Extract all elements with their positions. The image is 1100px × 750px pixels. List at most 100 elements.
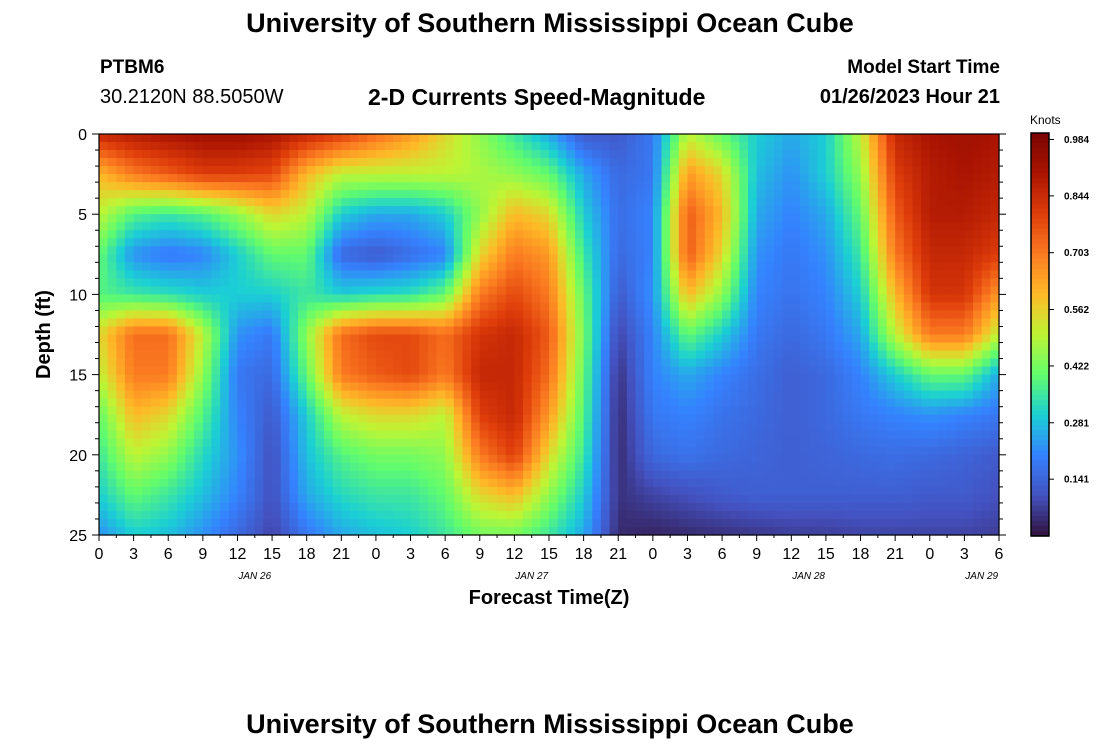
heatmap-cell: [748, 422, 758, 432]
heatmap-cell: [929, 190, 940, 199]
heatmap-cell: [981, 270, 991, 279]
heatmap-cell: [497, 342, 507, 352]
heatmap-cell: [194, 302, 204, 312]
heatmap-cell: [194, 478, 204, 488]
heatmap-cell: [133, 206, 143, 215]
heatmap-cell: [263, 446, 273, 456]
heatmap-cell: [825, 206, 836, 215]
heatmap-cell: [549, 310, 559, 320]
heatmap-cell: [401, 246, 412, 255]
heatmap-cell: [358, 390, 368, 400]
heatmap-cell: [384, 150, 394, 159]
heatmap-cell: [505, 446, 515, 456]
heatmap-cell: [549, 350, 559, 360]
heatmap-cell: [609, 206, 619, 215]
heatmap-cell: [696, 478, 706, 488]
heatmap-cell: [808, 182, 818, 191]
heatmap-cell: [289, 350, 299, 360]
heatmap-cell: [635, 462, 645, 472]
heatmap-cell: [973, 142, 983, 151]
heatmap-cell: [730, 246, 740, 255]
heatmap-cell: [765, 262, 775, 271]
heatmap-cell: [782, 254, 792, 263]
heatmap-cell: [384, 358, 394, 368]
heatmap-cell: [324, 278, 334, 287]
heatmap-cell: [298, 270, 308, 279]
heatmap-cell: [150, 470, 161, 480]
heatmap-cell: [263, 214, 273, 223]
heatmap-cell: [834, 374, 844, 384]
heatmap-cell: [670, 238, 680, 247]
heatmap-cell: [272, 494, 282, 504]
heatmap-cell: [505, 430, 515, 440]
heatmap-cell: [869, 502, 879, 512]
heatmap-cell: [756, 222, 766, 231]
heatmap-cell: [765, 158, 775, 167]
heatmap-cell: [661, 390, 671, 400]
heatmap-cell: [748, 174, 758, 183]
heatmap-cell: [401, 414, 412, 424]
heatmap-cell: [367, 470, 377, 480]
heatmap-cell: [315, 422, 325, 432]
heatmap-cell: [124, 150, 135, 159]
heatmap-cell: [453, 246, 464, 255]
heatmap-cell: [955, 334, 965, 344]
heatmap-cell: [964, 214, 974, 223]
heatmap-cell: [471, 150, 481, 159]
heatmap-cell: [401, 350, 412, 360]
heatmap-cell: [808, 398, 818, 408]
heatmap-cell: [973, 230, 983, 239]
heatmap-cell: [306, 206, 316, 215]
heatmap-cell: [133, 430, 143, 440]
heatmap-cell: [938, 238, 948, 247]
heatmap-cell: [211, 374, 221, 384]
heatmap-cell: [851, 270, 862, 279]
heatmap-cell: [886, 470, 896, 480]
heatmap-cell: [462, 238, 472, 247]
heatmap-cell: [540, 454, 550, 464]
heatmap-cell: [332, 470, 342, 480]
heatmap-cell: [263, 262, 273, 271]
heatmap-cell: [947, 374, 957, 384]
heatmap-cell: [254, 342, 265, 352]
heatmap-cell: [886, 390, 896, 400]
heatmap-cell: [929, 422, 940, 432]
heatmap-cell: [531, 446, 541, 456]
heatmap-cell: [401, 206, 412, 215]
heatmap-cell: [748, 310, 758, 320]
heatmap-cell: [895, 414, 905, 424]
heatmap-cell: [739, 158, 749, 167]
heatmap-cell: [237, 366, 247, 376]
heatmap-cell: [661, 478, 671, 488]
heatmap-cell: [687, 350, 697, 360]
heatmap-cell: [488, 414, 498, 424]
heatmap-cell: [349, 190, 360, 199]
heatmap-cell: [903, 430, 914, 440]
heatmap-cell: [549, 150, 559, 159]
heatmap-cell: [851, 262, 862, 271]
heatmap-cell: [644, 254, 654, 263]
heatmap-cell: [298, 222, 308, 231]
heatmap-cell: [254, 174, 265, 183]
heatmap-cell: [419, 406, 429, 416]
heatmap-cell: [289, 358, 299, 368]
heatmap-cell: [600, 502, 611, 512]
heatmap-cell: [851, 510, 862, 520]
heatmap-cell: [609, 190, 619, 199]
heatmap-cell: [955, 390, 965, 400]
heatmap-cell: [929, 182, 940, 191]
heatmap-cell: [471, 334, 481, 344]
heatmap-cell: [375, 142, 386, 151]
heatmap-cell: [722, 206, 732, 215]
heatmap-cell: [159, 398, 169, 408]
heatmap-cell: [427, 462, 438, 472]
heatmap-cell: [886, 494, 896, 504]
heatmap-cell: [583, 470, 593, 480]
heatmap-cell: [462, 510, 472, 520]
heatmap-cell: [246, 318, 256, 328]
heatmap-cell: [194, 278, 204, 287]
heatmap-cell: [324, 422, 334, 432]
heatmap-cell: [696, 134, 706, 143]
heatmap-cell: [497, 302, 507, 312]
heatmap-cell: [661, 470, 671, 480]
